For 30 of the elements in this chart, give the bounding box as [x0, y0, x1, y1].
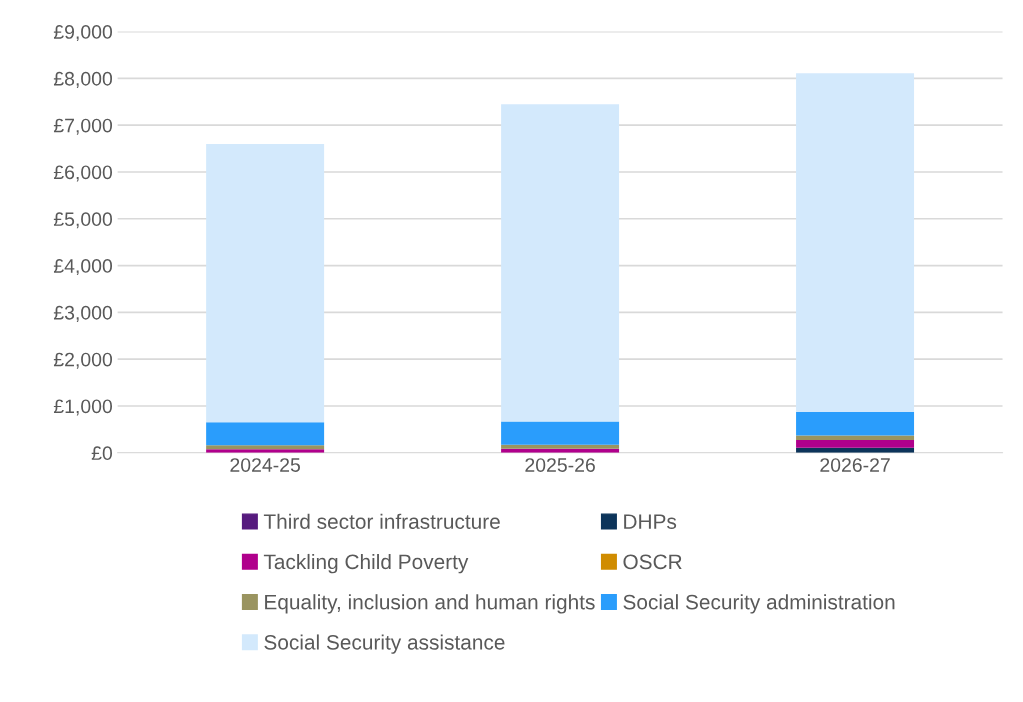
bar: [796, 73, 915, 413]
legend-label: Tackling Child Poverty: [263, 553, 469, 574]
bar: [206, 143, 325, 423]
legend-label: Social Security assistance: [264, 634, 505, 654]
legend-label: Equality, inclusion and human rights: [265, 594, 595, 614]
y-tick-label: £8,000: [53, 71, 113, 88]
y-tick-label: £5,000: [53, 212, 113, 229]
bar: [501, 104, 620, 422]
y-tick-label: £3,000: [53, 305, 113, 322]
y-tick-label: £2,000: [53, 352, 113, 369]
bar: [796, 439, 915, 448]
x-tick-label: 2024-25: [230, 458, 300, 472]
legend-label: Social Security administration: [623, 594, 895, 614]
bar: [501, 421, 620, 445]
bar: [796, 435, 915, 440]
bar: [206, 422, 325, 446]
legend-label: OSCR: [623, 554, 682, 570]
y-tick-label: £7,000: [53, 118, 113, 135]
bar: [206, 445, 325, 450]
legend-label: DHPs: [624, 514, 677, 529]
y-tick-label: £6,000: [53, 165, 113, 182]
bar: [501, 444, 620, 449]
y-tick-label: £9,000: [53, 25, 113, 42]
y-tick-label: £1,000: [53, 399, 113, 416]
y-tick-label: £4,000: [53, 259, 113, 276]
y-tick-label: £0: [91, 446, 113, 461]
legend-label: Third sector infrastructure: [263, 513, 500, 529]
x-tick-label: 2026-27: [820, 458, 890, 472]
bar: [796, 412, 915, 436]
x-tick-label: 2025-26: [525, 458, 595, 472]
